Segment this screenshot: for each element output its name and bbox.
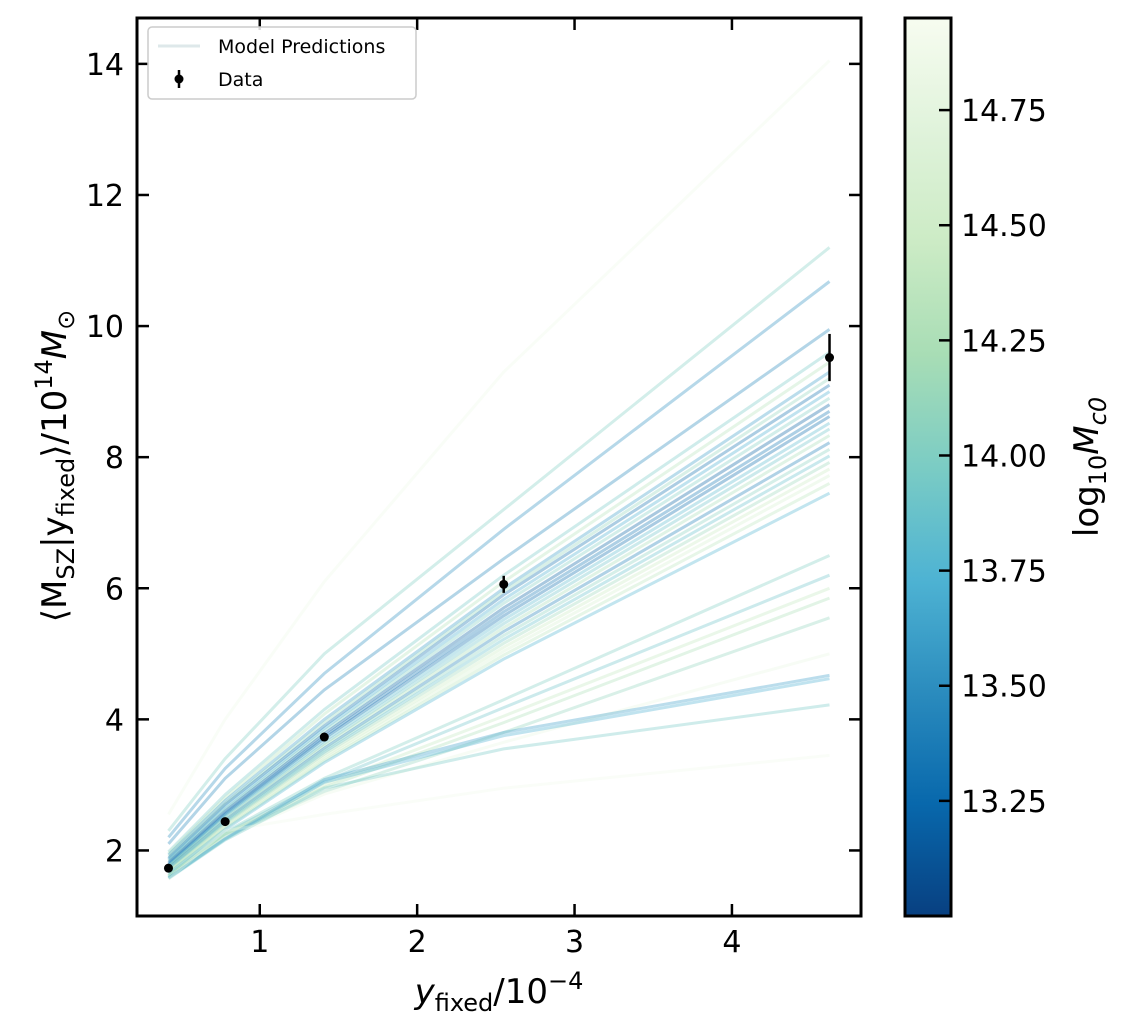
y-tick-label: 14 — [86, 48, 124, 83]
legend-label-data: Data — [218, 69, 263, 91]
colorbar-tick-label: 14.00 — [961, 439, 1047, 474]
model-line — [167, 427, 831, 868]
model-line — [167, 351, 831, 853]
model-line — [167, 491, 831, 875]
x-tick-label: 2 — [408, 925, 427, 960]
colorbar-tick-label: 13.25 — [961, 785, 1047, 820]
colorbar-tick-label: 13.75 — [961, 555, 1047, 590]
y-tick-label: 6 — [105, 572, 124, 607]
y-tick-label: 8 — [105, 441, 124, 476]
colorbar-tick-label: 14.75 — [961, 94, 1047, 129]
model-line — [167, 586, 831, 878]
model-line — [167, 703, 830, 880]
model-lines — [167, 59, 831, 881]
colorbar-tick-label: 14.25 — [961, 324, 1047, 359]
model-line — [167, 383, 831, 860]
colorbar-tick-label: 13.50 — [961, 670, 1047, 705]
legend-data-marker — [174, 74, 184, 84]
data-point — [319, 732, 329, 742]
legend-box — [147, 26, 417, 100]
colorbar-frame — [903, 16, 953, 918]
model-line — [167, 474, 831, 874]
model-line — [167, 673, 830, 880]
model-line — [167, 616, 830, 878]
y-tick-label: 4 — [105, 703, 124, 738]
model-line — [167, 677, 830, 880]
model-line — [167, 246, 831, 832]
model-line — [167, 596, 831, 878]
x-axis-label: yfixed/10−4 — [414, 967, 584, 1017]
y-axis-label: ⟨MSZ|yfixed⟩/1014M⊙ — [30, 310, 80, 622]
model-line — [167, 467, 831, 873]
x-tick-label: 1 — [250, 925, 269, 960]
model-line — [167, 434, 831, 868]
y-tick-label: 12 — [86, 179, 124, 214]
colorbar: 13.25 13.50 13.75 14.00 14.25 14.50 14.75 log1… — [903, 16, 1112, 918]
data-point — [825, 353, 835, 363]
model-line — [167, 396, 831, 863]
colorbar-tick-label: 14.50 — [961, 209, 1047, 244]
legend: Model Predictions Data — [147, 26, 417, 100]
colorbar-ticks: 13.25 13.50 13.75 14.00 14.25 14.50 14.75 — [939, 94, 1047, 820]
model-line — [167, 59, 831, 816]
x-tick-label: 3 — [565, 925, 584, 960]
model-line — [167, 482, 831, 874]
legend-label-model: Model Predictions — [218, 36, 385, 58]
data-series — [163, 333, 835, 873]
data-point — [220, 817, 230, 827]
model-line — [167, 370, 831, 857]
data-point — [163, 863, 173, 873]
model-line — [167, 447, 831, 870]
model-line — [167, 461, 831, 872]
model-line — [167, 652, 830, 879]
model-line — [167, 360, 831, 855]
model-line — [167, 573, 831, 877]
model-line — [167, 280, 831, 839]
model-line — [167, 328, 831, 845]
model-line — [167, 554, 831, 877]
model-line — [167, 390, 831, 861]
model-line — [167, 454, 831, 872]
model-line — [167, 377, 831, 859]
y-tick-label: 10 — [86, 310, 124, 345]
y-tick-label: 2 — [105, 834, 124, 869]
colorbar-gradient — [905, 18, 951, 916]
model-line — [167, 753, 830, 881]
x-tick-label: 4 — [722, 925, 741, 960]
model-line — [167, 441, 831, 870]
plot-frame — [135, 16, 863, 918]
data-point — [499, 579, 509, 589]
colorbar-label: log10Mc0 — [1067, 397, 1112, 537]
